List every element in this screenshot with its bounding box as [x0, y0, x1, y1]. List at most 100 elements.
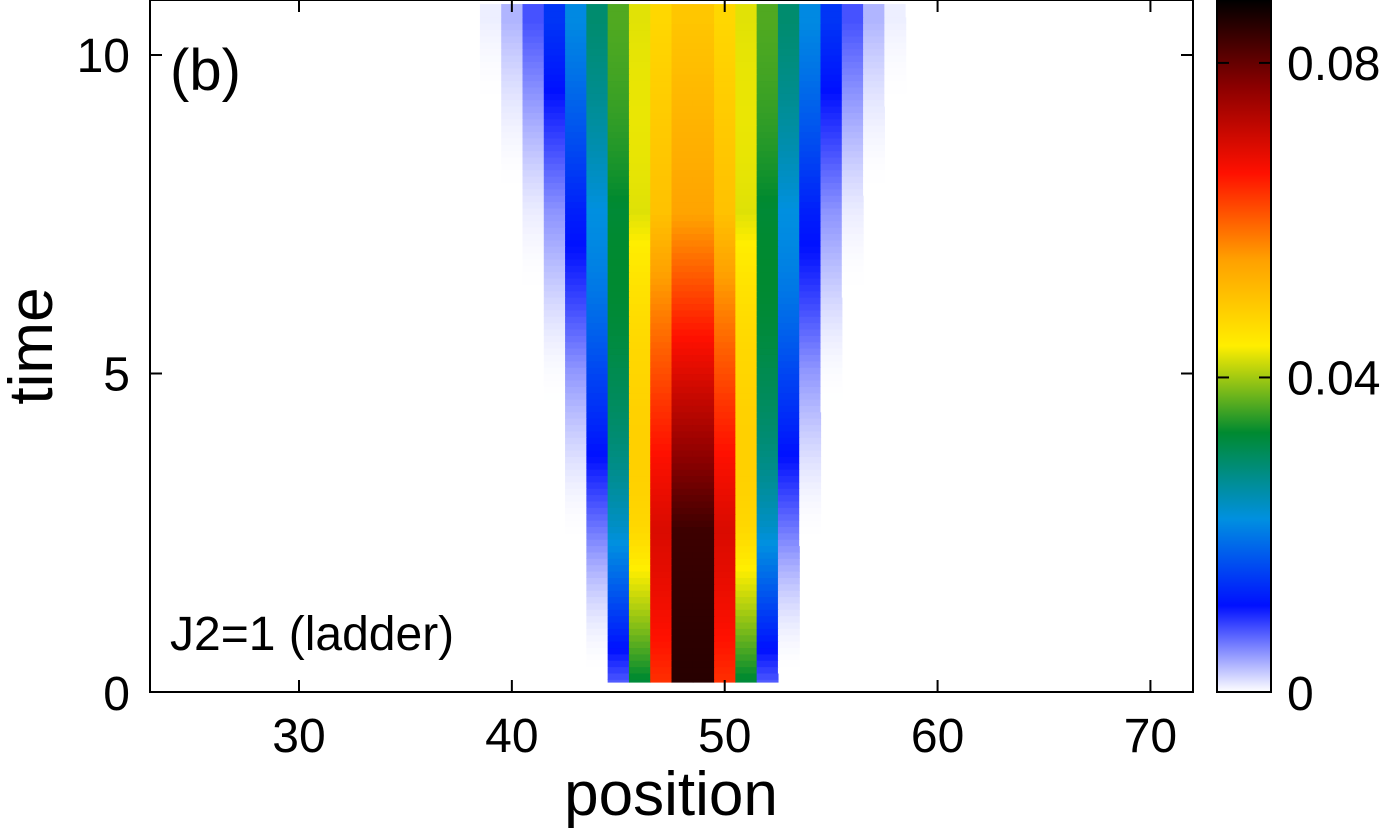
heatmap-cell [607, 239, 630, 247]
heatmap-cell [756, 214, 779, 222]
heatmap-cell [820, 335, 843, 343]
heatmap-cell [650, 118, 673, 126]
heatmap-cell [650, 150, 673, 158]
heatmap-cell [586, 297, 609, 305]
heatmap-cell [735, 316, 758, 324]
heatmap-cell [650, 354, 673, 362]
heatmap-cell [628, 660, 651, 668]
heatmap-cell [799, 67, 822, 75]
heatmap-cell [714, 526, 736, 534]
heatmap-cell [522, 48, 545, 56]
heatmap-cell [692, 373, 715, 381]
heatmap-cell [820, 233, 843, 241]
heatmap-cell [650, 621, 673, 629]
heatmap-cell [671, 118, 694, 126]
heatmap-cell [586, 367, 609, 375]
heatmap-cell [841, 144, 864, 152]
heatmap-cell [671, 641, 694, 649]
heatmap-cell [714, 411, 736, 419]
heatmap-cell [735, 290, 758, 298]
heatmap-cell [714, 475, 736, 483]
heatmap-cell [650, 207, 673, 215]
heatmap-cell [735, 4, 758, 12]
heatmap-cell [650, 112, 673, 120]
heatmap-cell [777, 67, 800, 75]
heatmap-cell [714, 137, 736, 145]
heatmap-cell [607, 570, 630, 578]
heatmap-cell [607, 398, 630, 406]
heatmap-cell [820, 61, 843, 69]
x-axis-label: position [564, 760, 778, 829]
heatmap-cell [650, 481, 673, 489]
heatmap-cell [628, 679, 651, 683]
heatmap-cell [692, 188, 715, 196]
heatmap-cell [586, 609, 609, 617]
heatmap-cell [799, 513, 822, 521]
heatmap-cell [714, 176, 736, 183]
heatmap-cell [735, 207, 758, 215]
heatmap-cell [777, 131, 800, 139]
heatmap-cell [692, 679, 715, 683]
heatmap-cell [565, 214, 587, 222]
heatmap-cell [671, 424, 694, 432]
heatmap-cell [841, 86, 864, 94]
heatmap-cell [671, 354, 694, 362]
heatmap-cell [756, 195, 779, 203]
heatmap-cell [714, 277, 736, 285]
heatmap-cell [586, 532, 609, 540]
heatmap-cell [714, 621, 736, 629]
heatmap-cell [714, 118, 736, 126]
heatmap-cell [650, 233, 673, 241]
heatmap-cell [841, 188, 864, 196]
heatmap-cell [565, 297, 587, 305]
heatmap-cell [565, 507, 587, 515]
heatmap-cell [607, 647, 630, 655]
heatmap-cell [735, 411, 758, 419]
heatmap-cell [714, 354, 736, 362]
heatmap-cell [799, 176, 822, 183]
heatmap-cell [799, 80, 822, 88]
heatmap-cell [756, 131, 779, 139]
heatmap-cell [692, 246, 715, 254]
heatmap-cell [714, 507, 736, 515]
heatmap-cell [714, 634, 736, 642]
heatmap-cell [692, 348, 715, 355]
heatmap-cell [586, 621, 609, 629]
heatmap-cell [586, 418, 609, 426]
heatmap-cell [543, 10, 566, 18]
heatmap-cell [501, 86, 524, 94]
heatmap-cell [820, 373, 843, 381]
heatmap-cell [799, 265, 822, 273]
heatmap-cell [522, 163, 545, 171]
heatmap-cell [628, 80, 651, 88]
heatmap-cell [777, 226, 800, 234]
heatmap-cell [543, 309, 566, 317]
heatmap-cell [692, 233, 715, 241]
heatmap-cell [565, 367, 587, 375]
heatmap-cell [756, 99, 779, 107]
heatmap-cell [628, 150, 651, 158]
heatmap-cell [863, 35, 885, 43]
heatmap-cell [756, 513, 779, 521]
heatmap-cell [756, 615, 779, 623]
heatmap-cell [841, 239, 864, 247]
heatmap-cell [714, 284, 736, 292]
heatmap-cell [756, 577, 779, 585]
heatmap-cell [628, 188, 651, 196]
heatmap-cell [735, 507, 758, 515]
heatmap-cell [479, 16, 502, 24]
heatmap-cell [863, 125, 885, 133]
heatmap-cell [756, 341, 779, 349]
heatmap-cell [650, 641, 673, 649]
heatmap-cell [671, 379, 694, 387]
heatmap-cell [671, 488, 694, 496]
heatmap-cell [714, 93, 736, 101]
heatmap-cell [841, 226, 864, 234]
heatmap-cell [735, 252, 758, 260]
heatmap-cell [650, 188, 673, 196]
heatmap-cell [756, 105, 779, 113]
heatmap-cells [458, 4, 928, 683]
heatmap-cell [777, 609, 800, 617]
heatmap-cell [735, 118, 758, 126]
heatmap-cell [777, 125, 800, 133]
